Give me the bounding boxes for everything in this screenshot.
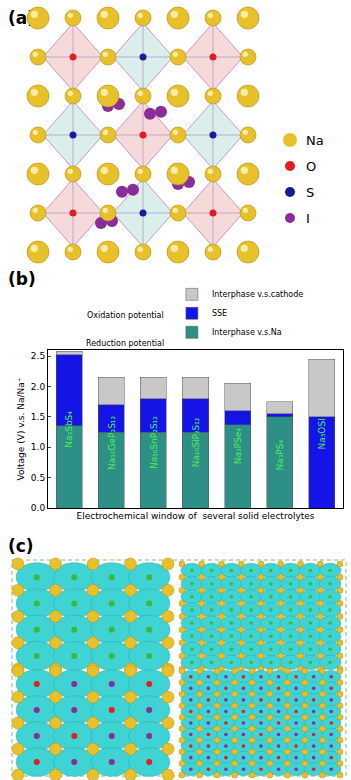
svg-text:(c): (c) [8,536,34,556]
svg-text:I: I [306,211,310,226]
svg-text:Reduction potential: Reduction potential [86,339,164,348]
svg-text:Na₁₀SiP₂S₁₂: Na₁₀SiP₂S₁₂ [191,417,201,467]
svg-text:2.0: 2.0 [31,382,46,392]
svg-text:Interphase v.s.cathode: Interphase v.s.cathode [212,290,303,299]
svg-text:1.5: 1.5 [31,412,45,422]
svg-text:0.5: 0.5 [31,473,45,483]
svg-text:Na₃OSI: Na₃OSI [317,418,327,449]
svg-text:S: S [306,185,314,200]
svg-text:Oxidation potential: Oxidation potential [87,311,164,320]
svg-text:Na₃SbS₄: Na₃SbS₄ [64,411,74,448]
svg-text:SSE: SSE [212,309,227,318]
svg-text:Interphase v.s.Na: Interphase v.s.Na [212,328,282,337]
svg-text:Na₃PS₄: Na₃PS₄ [275,440,285,471]
svg-text:2.5: 2.5 [31,351,45,361]
svg-text:Voltage (V) v.s. Na/Na⁺: Voltage (V) v.s. Na/Na⁺ [16,377,26,480]
svg-text:Na₃PSe₄: Na₃PSe₄ [233,428,243,465]
svg-text:Electrochemical window of sev: Electrochemical window of several solid … [77,511,315,521]
svg-text:(b): (b) [8,269,36,288]
svg-text:Na₁₀SnP₂S₁₂: Na₁₀SnP₂S₁₂ [149,416,159,469]
svg-text:(a): (a) [8,8,35,28]
svg-text:O: O [306,159,316,174]
svg-text:Na: Na [306,133,324,148]
svg-text:Na₁₀GeP₂S₁₂: Na₁₀GeP₂S₁₂ [107,416,117,470]
svg-text:0.0: 0.0 [31,503,46,513]
svg-text:1.0: 1.0 [31,442,46,452]
